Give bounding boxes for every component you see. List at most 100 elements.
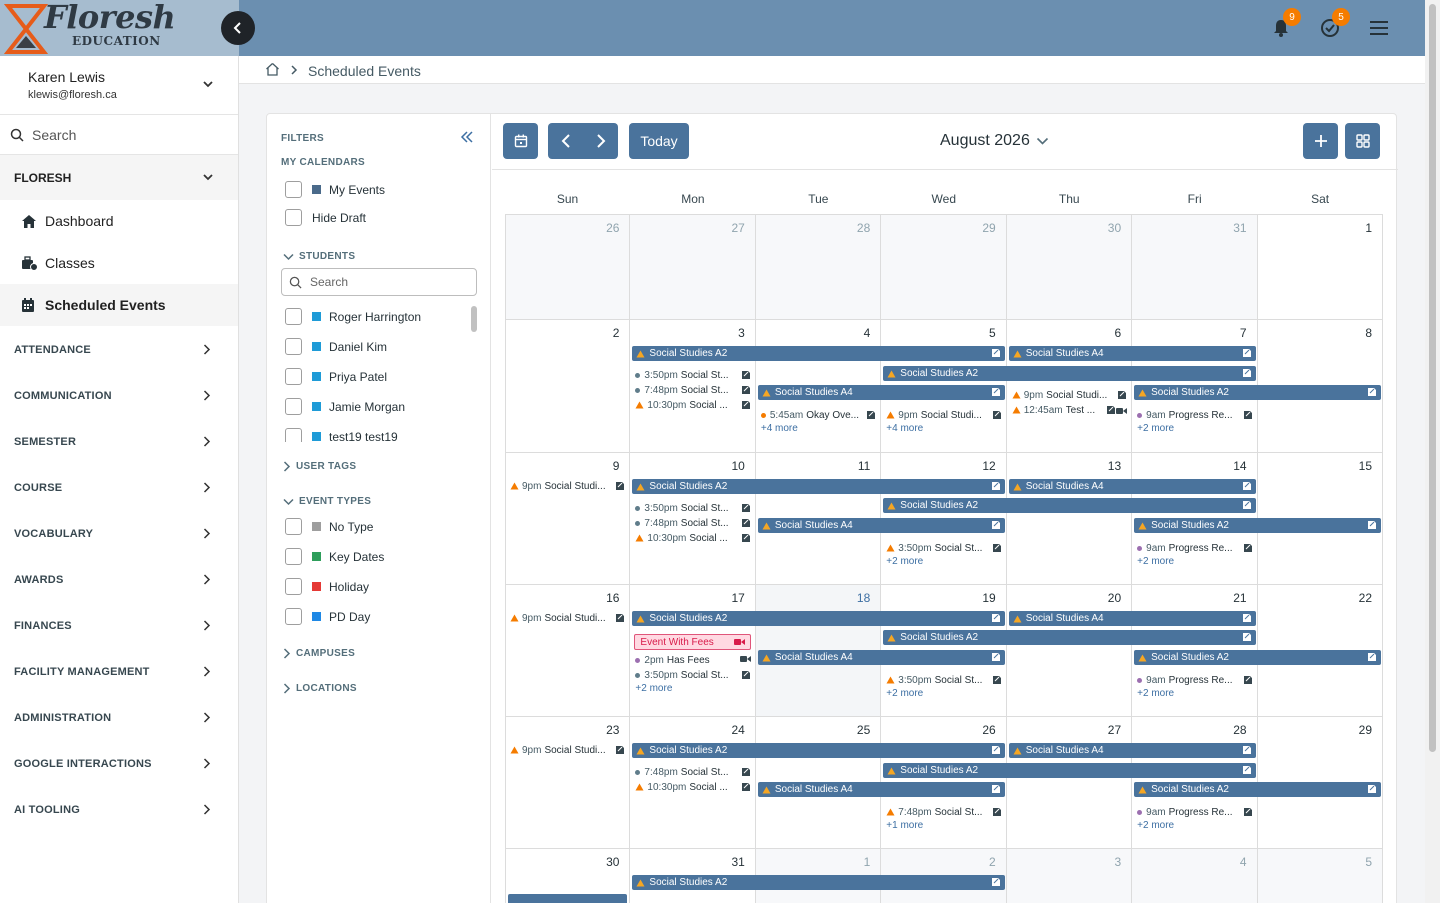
more-events-link[interactable]: +2 more: [1137, 423, 1175, 434]
day-cell[interactable]: 3: [1006, 849, 1133, 903]
day-cell[interactable]: 30: [1006, 215, 1133, 320]
prev-month-icon[interactable]: [561, 134, 571, 148]
event-bar[interactable]: Social Studies A2: [1134, 385, 1381, 400]
event-item[interactable]: 9pm Social Studi...: [510, 743, 625, 757]
day-number[interactable]: 19: [982, 591, 996, 605]
day-cell[interactable]: 12: [881, 453, 1007, 585]
page-scrollbar[interactable]: [1425, 0, 1440, 903]
event-item[interactable]: 12:45am Test ...: [1012, 403, 1128, 417]
student-list-scrollbar[interactable]: [468, 304, 480, 442]
day-number[interactable]: 26: [606, 221, 620, 235]
day-number[interactable]: 20: [1107, 591, 1122, 605]
day-number[interactable]: 1: [1365, 221, 1372, 235]
day-number[interactable]: 10: [731, 459, 745, 473]
day-number[interactable]: 12: [982, 459, 996, 473]
day-cell[interactable]: 27: [630, 215, 756, 320]
day-cell[interactable]: 30: [505, 849, 631, 903]
day-number[interactable]: 2: [612, 326, 620, 340]
event-bar[interactable]: Social Studies A4: [1008, 479, 1256, 494]
add-event-button[interactable]: [1303, 123, 1338, 159]
event-bar[interactable]: [508, 894, 628, 903]
event-item[interactable]: 10:30pm Social ...: [635, 780, 750, 794]
student-filter-item[interactable]: test19 test19: [285, 428, 398, 442]
sidebar-group-awards[interactable]: AWARDS: [0, 556, 238, 602]
brand-logo[interactable]: Floresh EDUCATION: [0, 0, 239, 56]
next-month-icon[interactable]: [596, 134, 606, 148]
checkbox[interactable]: [285, 368, 302, 385]
day-number[interactable]: 5: [989, 326, 996, 340]
day-number[interactable]: 31: [1233, 221, 1247, 235]
home-icon[interactable]: [265, 62, 280, 76]
sidebar-item-dashboard[interactable]: Dashboard: [0, 200, 238, 242]
day-number[interactable]: 14: [1233, 459, 1247, 473]
day-cell[interactable]: 31: [1132, 215, 1258, 320]
locations-toggle[interactable]: LOCATIONS: [283, 683, 357, 694]
more-events-link[interactable]: +2 more: [635, 683, 673, 694]
day-number[interactable]: 11: [857, 459, 871, 473]
day-number[interactable]: 30: [606, 855, 620, 869]
day-number[interactable]: 30: [1107, 221, 1122, 235]
student-filter-item[interactable]: Daniel Kim: [285, 338, 387, 355]
event-item[interactable]: 7:48pm Social St...: [635, 383, 750, 397]
day-cell[interactable]: 6: [1006, 320, 1133, 453]
event-bar[interactable]: Social Studies A2: [632, 743, 1005, 758]
day-number[interactable]: 13: [1107, 459, 1122, 473]
day-cell[interactable]: 24: [630, 717, 756, 849]
event-item[interactable]: 3:50pm Social St...: [635, 668, 750, 682]
more-events-link[interactable]: +2 more: [1137, 820, 1175, 831]
event-item[interactable]: 7:48pm Social St...: [886, 805, 1001, 819]
event-item[interactable]: 9pm Social Studi...: [886, 408, 1001, 422]
day-number[interactable]: 27: [1107, 723, 1122, 737]
event-bar[interactable]: Social Studies A4: [757, 650, 1005, 665]
tasks-button[interactable]: 5: [1318, 8, 1350, 40]
event-with-fees[interactable]: Event With Fees: [634, 634, 751, 650]
sidebar-group-course[interactable]: COURSE: [0, 464, 238, 510]
day-number[interactable]: 4: [863, 326, 871, 340]
day-cell[interactable]: 8: [1257, 320, 1383, 453]
day-number[interactable]: 8: [1365, 326, 1372, 340]
sidebar-group-administration[interactable]: ADMINISTRATION: [0, 694, 238, 740]
sidebar-group-ai-tooling[interactable]: AI TOOLING: [0, 786, 238, 832]
view-toggle-button[interactable]: [1345, 123, 1380, 159]
event-type-filter-item[interactable]: Holiday: [285, 578, 369, 595]
student-search-input[interactable]: Search: [281, 268, 477, 296]
day-number[interactable]: 23: [606, 723, 620, 737]
event-bar[interactable]: Social Studies A2: [1134, 650, 1381, 665]
month-selector[interactable]: August 2026: [940, 132, 1049, 150]
day-cell[interactable]: 29: [881, 215, 1007, 320]
sidebar-group-google-interactions[interactable]: GOOGLE INTERACTIONS: [0, 740, 238, 786]
day-number[interactable]: 3: [738, 326, 745, 340]
today-button[interactable]: Today: [629, 123, 689, 159]
event-item[interactable]: 10:30pm Social ...: [635, 531, 750, 545]
more-events-link[interactable]: +2 more: [1137, 688, 1175, 699]
filter-hide-draft[interactable]: Hide Draft: [285, 209, 366, 226]
event-bar[interactable]: Social Studies A2: [632, 346, 1005, 361]
event-bar[interactable]: Social Studies A4: [757, 782, 1005, 797]
sidebar-group-finances[interactable]: FINANCES: [0, 602, 238, 648]
checkbox[interactable]: [285, 398, 302, 415]
day-cell[interactable]: 2: [505, 320, 631, 453]
event-item[interactable]: 10:30pm Social ...: [635, 398, 750, 412]
event-item[interactable]: 3:50pm Social St...: [635, 501, 750, 515]
day-number[interactable]: 7: [1239, 326, 1247, 340]
day-cell[interactable]: 19: [881, 585, 1007, 717]
checkbox[interactable]: [285, 308, 302, 325]
event-bar[interactable]: Social Studies A4: [757, 518, 1005, 533]
day-number[interactable]: 28: [856, 221, 871, 235]
checkbox[interactable]: [285, 428, 302, 442]
day-number[interactable]: 27: [731, 221, 745, 235]
day-number[interactable]: 29: [1358, 723, 1372, 737]
day-number[interactable]: 4: [1239, 855, 1247, 869]
day-number[interactable]: 31: [731, 855, 745, 869]
day-cell[interactable]: 26: [881, 717, 1007, 849]
day-cell[interactable]: 13: [1006, 453, 1133, 585]
event-bar[interactable]: Social Studies A2: [1134, 518, 1381, 533]
student-filter-item[interactable]: Priya Patel: [285, 368, 387, 385]
event-types-toggle[interactable]: EVENT TYPES: [283, 496, 371, 507]
event-type-filter-item[interactable]: No Type: [285, 518, 373, 535]
student-filter-item[interactable]: Jamie Morgan: [285, 398, 405, 415]
more-events-link[interactable]: +4 more: [886, 423, 924, 434]
user-tags-toggle[interactable]: USER TAGS: [283, 461, 356, 472]
day-number[interactable]: 29: [982, 221, 996, 235]
event-item[interactable]: 9am Progress Re...: [1137, 805, 1252, 819]
